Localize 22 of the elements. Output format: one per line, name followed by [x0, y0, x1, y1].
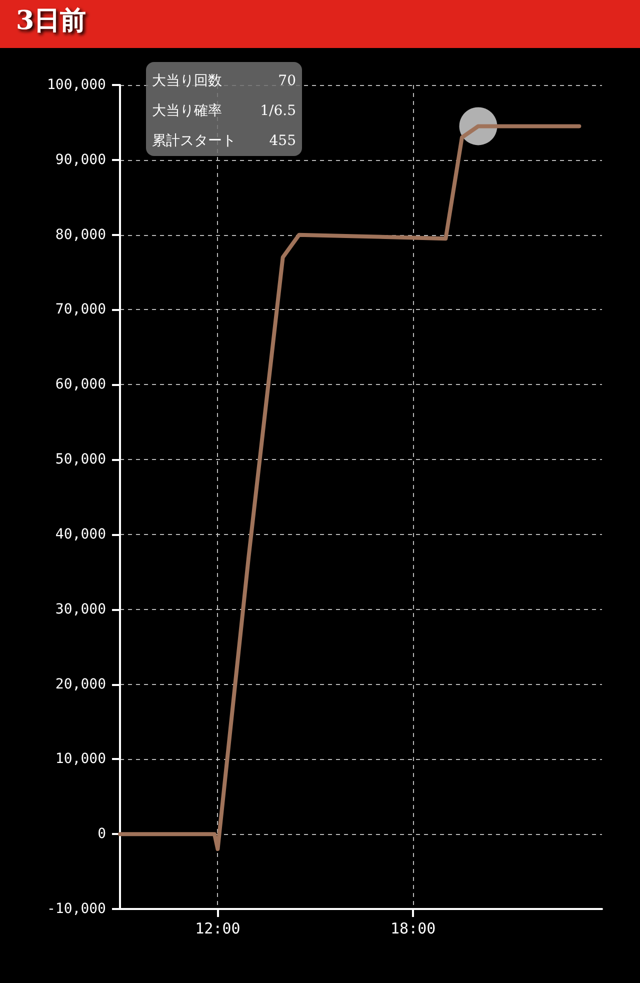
line-series [118, 124, 582, 852]
annotation: 大当り確率 [152, 102, 222, 121]
annotation: 455 [269, 132, 296, 151]
y-tick-label: 60,000 [55, 376, 106, 393]
annotation: 70 [278, 72, 296, 91]
x-tick-label: 18:00 [390, 920, 436, 938]
y-tick-label: 100,000 [46, 77, 106, 93]
y-tick-label: -10,000 [46, 901, 106, 917]
y-tick-label: 20,000 [55, 676, 106, 692]
y-tick-label: 30,000 [55, 601, 106, 618]
chart-title: 3日前 [16, 6, 86, 36]
y-tick-label: 70,000 [55, 302, 106, 318]
x-tick-label: 12:00 [195, 920, 240, 938]
y-tick-label: 50,000 [55, 452, 106, 468]
y-tick-label: 10,000 [55, 751, 106, 768]
y-tick-label: 0 [98, 826, 106, 842]
annotation: 大当り回数 [152, 72, 222, 91]
annotation: 累計スタート [152, 132, 236, 151]
y-tick-label: 80,000 [55, 226, 106, 243]
annotation: 1/6.5 [260, 102, 296, 121]
y-tick-label: 90,000 [55, 152, 106, 168]
y-tick-label: 40,000 [55, 526, 106, 542]
